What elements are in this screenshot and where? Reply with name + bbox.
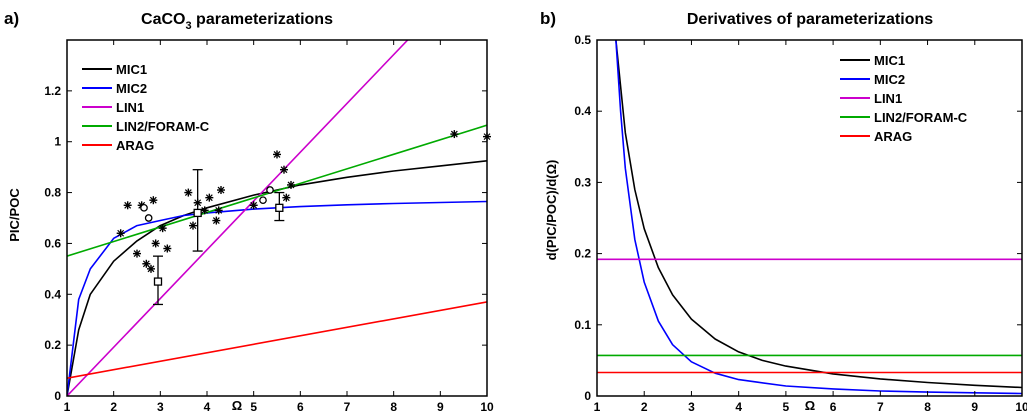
y-tick-label: 0.4 [574, 104, 591, 118]
y-tick-label: 0.6 [44, 236, 61, 250]
panel-b: b) Derivatives of parameterizations 1 2 3 4… [540, 9, 1027, 412]
star-data-point [116, 229, 125, 238]
panel-a-label: a) [4, 9, 19, 28]
x-tick-label: 5 [783, 400, 790, 412]
panel-a-y-axis-label: PIC/POC [7, 188, 22, 242]
star-data-point [249, 201, 258, 210]
legend-label: MIC1 [874, 53, 905, 68]
x-tick-label: 9 [971, 400, 978, 412]
panel-a-x-axis-label: Ω [232, 398, 242, 412]
y-tick-label: 0.2 [574, 247, 591, 261]
y-tick-label: 0 [54, 389, 61, 403]
x-tick-label: 6 [830, 400, 837, 412]
x-tick-label: 1 [64, 400, 71, 412]
square-data-point-with-error-bar [274, 191, 285, 222]
y-tick-label: 1.2 [44, 84, 61, 98]
panel-b-plot-area [596, 39, 1023, 397]
star-data-point [212, 216, 221, 225]
star-data-point [147, 264, 155, 273]
legend-label: LIN1 [874, 91, 902, 106]
x-tick-label: 6 [297, 400, 304, 412]
star-data-point [189, 221, 197, 230]
y-tick-label: 0.5 [574, 33, 591, 47]
y-tick-label: 1 [54, 135, 61, 149]
legend-label: MIC2 [874, 72, 905, 87]
y-tick-label: 0.2 [44, 338, 61, 352]
star-data-point [149, 196, 158, 205]
star-data-point [158, 224, 167, 233]
y-tick-label: 0 [584, 389, 591, 403]
panel-b-label: b) [540, 9, 556, 28]
legend-label: MIC1 [116, 62, 147, 77]
series-line-lin2-foram-c [67, 124, 487, 257]
legend-label: LIN2/FORAM-C [874, 110, 968, 125]
star-data-point [273, 150, 281, 159]
circle-data-point [144, 214, 153, 222]
star-data-point [184, 188, 193, 197]
panel-b-y-axis-label: d(PIC/POC)/d(Ω) [544, 160, 559, 261]
series-line-arag [67, 301, 487, 379]
star-data-point [205, 193, 214, 202]
series-line-mic2 [615, 40, 1022, 395]
star-data-point [133, 249, 141, 258]
series-line-mic1 [67, 160, 487, 396]
circle-data-point [259, 196, 267, 205]
star-data-point [163, 244, 172, 253]
panel-b-x-axis-label: Ω [805, 398, 815, 412]
circle-data-point [140, 203, 148, 212]
x-tick-label: 3 [157, 400, 164, 412]
y-tick-label: 0.1 [574, 318, 591, 332]
legend-label: ARAG [116, 138, 154, 153]
legend-label: ARAG [874, 129, 912, 144]
square-data-point-with-error-bar [153, 255, 163, 306]
legend-label: LIN2/FORAM-C [116, 119, 210, 134]
x-tick-label: 2 [641, 400, 648, 412]
legend-label: LIN1 [116, 100, 144, 115]
panel-a-title: CaCO3 parameterizations [141, 11, 333, 32]
series-line-lin1 [67, 40, 409, 396]
y-tick-label: 0.3 [574, 175, 591, 189]
y-tick-label: 0.4 [44, 287, 61, 301]
star-data-point [123, 201, 132, 210]
x-tick-label: 3 [688, 400, 695, 412]
x-tick-label: 2 [110, 400, 117, 412]
star-data-point [217, 186, 225, 195]
series-line-mic1 [615, 40, 1022, 389]
x-tick-label: 5 [250, 400, 257, 412]
x-tick-label: 7 [877, 400, 884, 412]
x-tick-label: 4 [204, 400, 211, 412]
x-tick-label: 7 [344, 400, 351, 412]
square-data-point-with-error-bar [192, 169, 203, 252]
y-tick-label: 0.8 [44, 186, 61, 200]
panel-b-title: Derivatives of parameterizations [687, 11, 933, 28]
x-tick-label: 10 [1015, 400, 1027, 412]
star-data-point [282, 193, 291, 202]
star-data-point [287, 180, 295, 189]
star-data-point [214, 206, 223, 215]
x-tick-label: 8 [924, 400, 931, 412]
x-tick-label: 9 [437, 400, 444, 412]
x-tick-label: 10 [480, 400, 494, 412]
legend-label: MIC2 [116, 81, 147, 96]
x-tick-label: 1 [594, 400, 601, 412]
star-data-point [450, 130, 459, 139]
panel-a-plot-area [66, 39, 488, 397]
star-data-point [151, 239, 160, 248]
panel-a: a) CaCO3 parameterizations 1 2 3 4 5 6 7 8 9 10 0 0… [4, 9, 494, 412]
star-data-point [280, 165, 288, 174]
x-tick-label: 4 [735, 400, 742, 412]
x-tick-label: 8 [390, 400, 397, 412]
circle-data-point [266, 186, 274, 194]
star-data-point [200, 206, 209, 215]
